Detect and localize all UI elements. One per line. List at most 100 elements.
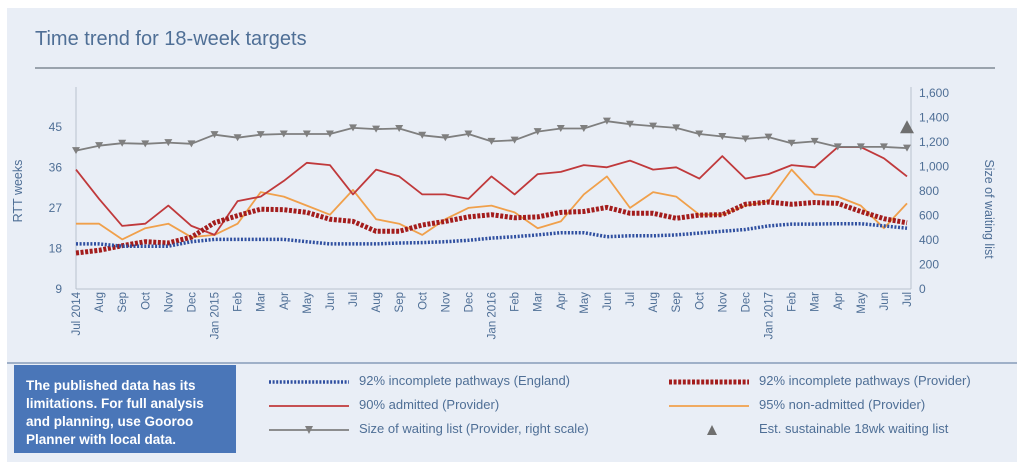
x-tick-label: Mar (810, 292, 822, 312)
x-tick-label: Aug (94, 292, 106, 312)
legend-label-4: Size of waiting list (Provider, right sc… (359, 421, 589, 436)
x-tick-label: Oct (417, 291, 429, 310)
waiting-list-point (510, 136, 519, 144)
waiting-list-point (141, 140, 150, 148)
x-tick-label: Oct (140, 291, 152, 310)
x-tick-label: Feb (510, 292, 522, 312)
waiting-list-point (787, 139, 796, 147)
x-tick-label: Jul (348, 292, 360, 307)
note-line-4: Planner with local data. (26, 432, 177, 447)
x-tick-label: Apr (833, 292, 845, 310)
waiting-list-point (602, 117, 611, 125)
waiting-list-point (741, 135, 750, 143)
x-tick-label: Feb (233, 292, 245, 312)
waiting-list-point (556, 125, 565, 133)
note-line-3: and planning, use Gooroo (26, 414, 194, 429)
waiting-list-point (649, 122, 658, 130)
waiting-list-point (256, 131, 265, 139)
waiting-list-point (810, 137, 819, 145)
legend-label-3: 95% non-admitted (Provider) (759, 397, 926, 412)
waiting-list-point (718, 132, 727, 140)
series-line-1 (75, 199, 908, 256)
waiting-list-point (395, 125, 404, 133)
x-tick-label: Sep (117, 292, 129, 312)
waiting-list-point (72, 147, 80, 155)
x-tick-label: Jan 2017 (764, 292, 776, 339)
legend-label-0: 92% incomplete pathways (England) (359, 373, 571, 388)
y-tick-label-right: 400 (919, 233, 939, 247)
y-tick-label-right: 200 (919, 258, 939, 272)
waiting-list-point (464, 130, 473, 138)
waiting-list-point (325, 130, 334, 138)
waiting-list-point (833, 143, 842, 151)
legend-swatch-5 (707, 425, 717, 435)
x-tick-label: Mar (256, 292, 268, 312)
legend-label-1: 92% incomplete pathways (Provider) (759, 373, 971, 388)
x-tick-label: Mar (533, 292, 545, 312)
series-line-4 (75, 120, 908, 152)
y-tick-label: 27 (49, 201, 63, 215)
x-tick-label: Jan 2016 (487, 292, 499, 339)
x-tick-label: Dec (740, 292, 752, 313)
y-tick-label: 36 (49, 160, 63, 174)
x-tick-label: Jul (902, 292, 914, 307)
x-tick-label: Jan 2015 (210, 292, 222, 339)
x-tick-label: May (579, 292, 591, 314)
series-line-2 (75, 146, 908, 236)
x-tick-label: Jun (602, 292, 614, 311)
x-tick-label: Jul 2014 (71, 291, 83, 335)
x-tick-label: Nov (163, 292, 175, 313)
y-tick-label-right: 0 (919, 282, 926, 296)
legend-divider (7, 362, 1017, 364)
y-tick-label-right: 800 (919, 184, 939, 198)
y-tick-label-right: 600 (919, 209, 939, 223)
x-tick-label: Apr (279, 292, 291, 310)
x-tick-label: May (856, 292, 868, 314)
y-tick-label: 18 (49, 241, 63, 255)
waiting-list-point (302, 130, 311, 138)
waiting-list-point (764, 133, 773, 141)
waiting-list-point (626, 120, 634, 128)
x-tick-label: Jul (625, 292, 637, 307)
waiting-list-point (533, 128, 542, 136)
note-box: The published data has its limitations. … (14, 365, 236, 453)
waiting-list-point (372, 125, 381, 133)
waiting-list-point (279, 130, 288, 138)
waiting-list-point (672, 124, 681, 132)
x-tick-label: Dec (186, 292, 198, 313)
x-tick-label: Dec (463, 292, 475, 313)
sustainable-marker (900, 120, 914, 134)
waiting-list-point (118, 139, 127, 147)
series-line-0 (76, 221, 908, 248)
waiting-list-point (187, 140, 196, 148)
x-tick-label: Aug (371, 292, 383, 312)
y-tick-label-right: 1,000 (919, 160, 949, 174)
waiting-list-point (487, 137, 496, 145)
chart-panel: Time trend for 18-week targets 9 18 27 36 45… (7, 8, 1017, 462)
chart-svg: 9 18 27 36 45 0 200 400 600 800 1,000 1,200 1,400 1,6… (11, 86, 996, 435)
waiting-list-point (418, 131, 427, 139)
waiting-list-point (164, 139, 173, 147)
waiting-list-point (879, 143, 888, 151)
x-tick-label: Aug (648, 292, 660, 312)
x-tick-label: Sep (671, 292, 683, 312)
legend-label-5: Est. sustainable 18wk waiting list (759, 421, 949, 436)
x-tick-label: Sep (394, 292, 406, 312)
waiting-list-point (95, 142, 104, 150)
note-line-2: limitations. For full analysis (26, 396, 204, 411)
x-tick-label: Jun (879, 292, 891, 311)
waiting-list-point (856, 143, 865, 151)
waiting-list-point (695, 130, 704, 138)
x-tick-label: Nov (717, 292, 729, 313)
waiting-list-point (233, 134, 242, 142)
legend-label-2: 90% admitted (Provider) (359, 397, 500, 412)
chart-title: Time trend for 18-week targets (35, 28, 307, 50)
y-tick-label-right: 1,400 (919, 111, 949, 125)
y-axis-title-right: Size of waiting list (982, 159, 996, 259)
x-tick-label: Jun (325, 292, 337, 311)
waiting-list-point (903, 144, 911, 152)
x-tick-label: Apr (556, 292, 568, 310)
y-axis-title: RTT weeks (11, 160, 25, 223)
y-tick-label: 45 (49, 120, 63, 134)
x-tick-label: Feb (787, 292, 799, 312)
